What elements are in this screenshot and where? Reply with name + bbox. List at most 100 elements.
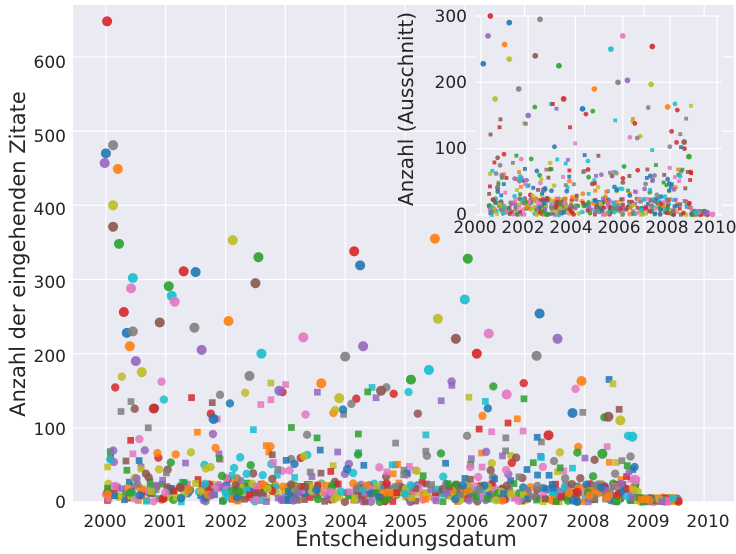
inset-point [579,105,586,112]
inset-x-tick-labels: 2000 2002 2004 2006 2008 2010 [453,218,736,238]
main-point [265,448,273,456]
main-point [322,481,330,489]
main-point [590,455,599,465]
main-point [379,480,386,488]
inset-point [553,212,558,217]
inset-point [537,172,542,178]
main-x-tick-labels: 2000 2001 2002 2003 2004 2005 2006 2007 … [83,512,729,532]
main-point [368,384,376,391]
main-point [556,464,564,472]
main-point [360,461,368,469]
inset-point [620,180,626,185]
main-point [154,465,164,474]
inset-point [604,189,609,194]
inset-point [568,209,573,214]
main-y-tick: 500 [34,127,66,147]
main-point [194,428,201,436]
main-point [158,480,166,488]
inset-point [586,191,591,196]
inset-point [662,194,668,200]
inset-point [495,155,501,161]
main-point [531,350,542,361]
main-point [208,429,218,439]
inset-point [616,203,621,208]
main-point [231,481,240,490]
inset-point [648,203,654,209]
main-point [469,493,477,500]
main-point [471,348,482,359]
main-point [462,253,473,264]
main-point [603,443,611,451]
inset-point [530,194,535,198]
main-point [163,281,174,292]
inset-point [679,212,684,217]
main-point [225,399,235,408]
main-point [312,485,321,495]
main-point [567,479,577,489]
main-point [147,488,155,495]
inset-point [549,167,554,172]
main-point [111,481,120,491]
inset-point [562,199,568,205]
main-point [576,376,587,387]
inset-point [624,77,631,84]
main-point [175,482,185,492]
main-point [462,431,472,440]
inset-point [621,164,627,169]
inset-point [553,206,558,211]
main-point [418,479,426,486]
main-point [274,494,282,502]
inset-point [598,172,604,178]
main-point [413,409,423,418]
inset-point [641,196,647,202]
main-point [273,471,281,479]
main-point [419,472,427,480]
inset-point [537,16,543,23]
inset-point [532,104,538,110]
inset-point [504,176,509,180]
inset-point [635,210,639,215]
inset-y-tick: 200 [435,73,467,93]
main-point [613,498,621,505]
inset-point [655,204,660,209]
inset-point [684,116,689,121]
main-point [615,415,626,426]
main-point [103,490,112,499]
inset-point [496,182,501,186]
main-point [406,480,415,490]
inset-point [573,141,578,146]
inset-point [549,198,555,204]
main-point [579,489,587,497]
main-point [605,376,613,383]
inset-point [654,163,658,167]
main-point [354,492,362,499]
main-x-tick: 2010 [686,512,729,532]
main-point [215,390,225,400]
inset-point [657,205,662,210]
main-point [422,447,430,455]
inset-point [594,173,598,178]
main-point [123,466,131,474]
main-point [507,490,515,497]
inset-point [532,205,537,209]
main-x-tick: 2009 [626,512,669,532]
main-point [206,462,215,472]
main-point [474,472,483,482]
main-point [327,468,335,475]
inset-point [649,43,656,50]
main-point [549,456,559,466]
inset-point [506,19,513,26]
main-point [301,496,308,503]
main-point [163,469,170,477]
inset-point [669,185,673,190]
main-point [372,394,380,402]
main-point [507,458,516,468]
main-point [538,438,545,446]
inset-point [543,204,548,209]
main-point [105,455,115,464]
main-point [445,483,453,491]
inset-point [644,205,649,210]
inset-point [684,203,689,208]
main-point [224,493,232,501]
inset-point [648,187,653,192]
